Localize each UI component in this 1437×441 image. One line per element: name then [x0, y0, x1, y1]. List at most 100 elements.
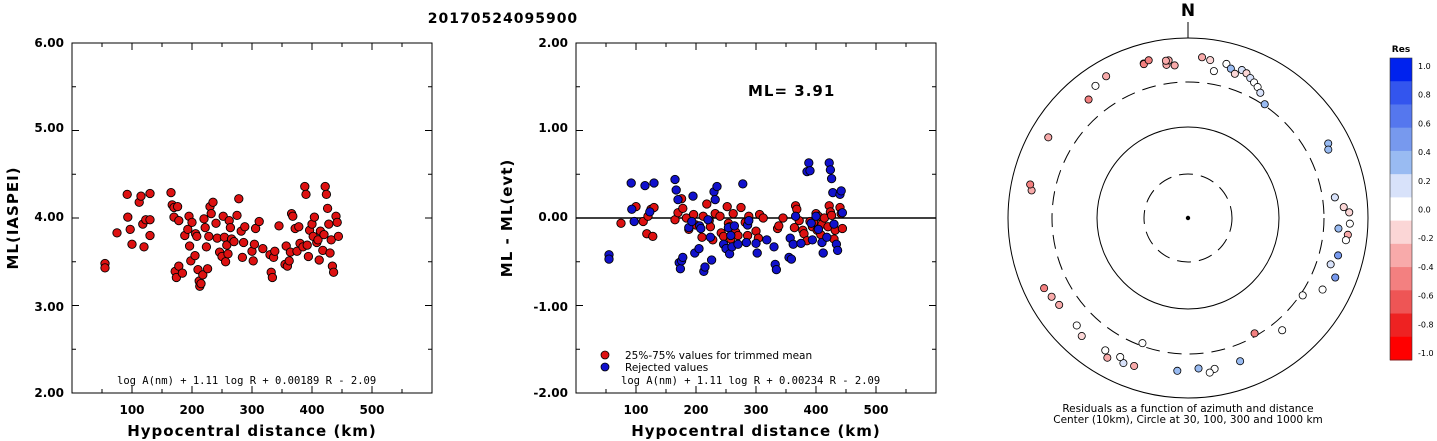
data-point [254, 216, 264, 227]
station-marker [1173, 366, 1182, 375]
figure-title: 20170524095900 [428, 11, 578, 27]
data-point [616, 218, 626, 228]
data-point [240, 222, 250, 232]
data-point [826, 173, 837, 184]
colorbar-swatch [1390, 243, 1412, 268]
colorbar-labels: 1.0 0.8 0.6 0.4 0.2 0.0 -0.2 -0.4 -0.6 -0.8 -1.0 [1418, 62, 1434, 358]
x-tick-label: 400 [299, 403, 324, 417]
data-point [771, 264, 782, 275]
data-point [826, 210, 837, 221]
colorbar-swatch [1390, 220, 1412, 245]
data-point [706, 255, 717, 265]
colorbar-swatch [1390, 58, 1412, 82]
colorbar-swatch [1390, 150, 1412, 175]
x-tick-label: 100 [119, 403, 144, 417]
data-point [223, 249, 233, 259]
data-point [832, 245, 843, 256]
data-point [678, 203, 688, 214]
data-point [302, 240, 312, 250]
data-point [332, 217, 342, 228]
station-marker [1341, 236, 1350, 245]
data-point [715, 211, 725, 221]
colorbar-swatch [1390, 313, 1412, 338]
station-marker [1260, 100, 1269, 109]
station-marker [1206, 56, 1215, 65]
data-point [309, 212, 320, 222]
data-point [626, 178, 636, 188]
data-point [196, 278, 206, 289]
station-marker [1138, 339, 1147, 348]
data-point [722, 201, 732, 212]
data-point [267, 272, 278, 283]
data-point [697, 232, 707, 242]
station-marker [1170, 61, 1179, 70]
data-point [837, 208, 848, 218]
station-marker [1119, 359, 1128, 368]
north-label: N [1181, 1, 1195, 21]
ring-1000km [1007, 37, 1369, 399]
data-point [702, 199, 712, 209]
data-point [752, 248, 762, 258]
data-point [187, 217, 197, 228]
data-point [145, 215, 155, 225]
data-point [300, 181, 310, 192]
data-point [274, 221, 284, 231]
x-tick-label: 100 [623, 403, 648, 417]
x-tick-label: 200 [683, 403, 708, 417]
data-point [172, 201, 183, 212]
data-point [710, 194, 720, 205]
ring-100km [1096, 126, 1280, 310]
station-marker [1055, 300, 1064, 309]
x-axis-label: Hypocentral distance (km) [127, 422, 377, 440]
data-point [184, 241, 195, 251]
data-point [804, 158, 814, 168]
colorbar-swatch [1390, 174, 1412, 198]
y-tick-label: 5.00 [34, 121, 64, 135]
map-caption-line-1: Residuals as a function of azimuth and d… [1062, 403, 1313, 415]
colorbar-tick-label: 0.8 [1418, 91, 1431, 100]
data-point [301, 189, 311, 200]
data-point [670, 174, 680, 185]
colorbar-tick-label: 1.0 [1418, 62, 1431, 71]
data-point [294, 222, 304, 232]
station-marker [1144, 56, 1153, 65]
legend-marker-trimmed [600, 350, 610, 360]
station-marker [1226, 64, 1235, 73]
data-point [201, 242, 212, 252]
data-point [211, 218, 221, 228]
data-point [807, 235, 818, 245]
data-point [728, 208, 738, 219]
data-point [818, 248, 828, 258]
p1-ticks [72, 43, 432, 393]
station-marker [1044, 133, 1053, 142]
data-point [177, 268, 188, 278]
y-tick-label: -2.00 [533, 386, 568, 400]
station-marker [1324, 145, 1333, 154]
colorbar-swatch [1390, 81, 1412, 105]
x-tick-label: 500 [863, 403, 888, 417]
data-point [248, 256, 258, 266]
data-point [736, 202, 746, 213]
data-point [198, 270, 208, 280]
data-point [190, 250, 200, 261]
data-point [741, 237, 752, 248]
station-marker [1209, 67, 1218, 76]
y-tick-label: 6.00 [34, 36, 64, 50]
formula-text: log A(nm) + 1.11 log R + 0.00234 R - 2.0… [621, 375, 880, 387]
data-point [726, 230, 736, 241]
legend-label-rejected: Rejected values [625, 362, 708, 374]
data-point [270, 246, 280, 256]
station-marker [1205, 368, 1214, 377]
data-point [758, 213, 768, 223]
data-point [320, 181, 330, 192]
station-marker [1026, 180, 1035, 189]
formula-text: log A(nm) + 1.11 log R + 0.00189 R - 2.0… [117, 375, 376, 387]
station-marker [1047, 292, 1056, 301]
station-marker [1161, 56, 1170, 65]
data-point [640, 180, 650, 191]
y-tick-label: 1.00 [538, 121, 568, 135]
data-point [836, 186, 846, 196]
station-marker [1334, 224, 1343, 233]
data-point [788, 239, 798, 249]
